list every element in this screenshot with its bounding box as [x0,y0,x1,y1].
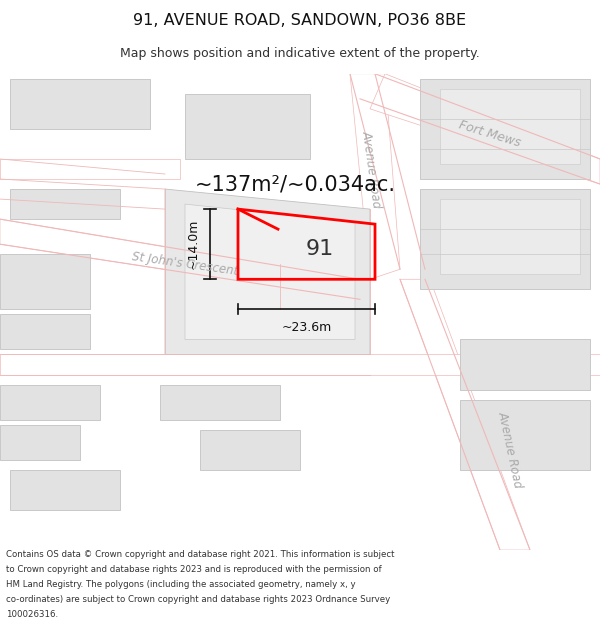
Polygon shape [440,199,580,274]
Text: ~137m²/~0.034ac.: ~137m²/~0.034ac. [194,174,395,194]
Polygon shape [350,74,400,279]
Text: Avenue Road: Avenue Road [496,410,524,489]
Polygon shape [0,219,360,299]
Text: Fort Mews: Fort Mews [457,118,523,149]
Polygon shape [0,254,90,309]
Text: Avenue Road: Avenue Road [360,129,384,209]
Polygon shape [0,314,90,349]
Polygon shape [10,189,120,219]
Polygon shape [185,94,310,159]
Polygon shape [10,79,150,129]
Text: ~14.0m: ~14.0m [187,219,200,269]
Polygon shape [0,384,100,419]
Polygon shape [420,189,590,289]
Polygon shape [420,79,590,179]
Polygon shape [200,429,300,470]
Polygon shape [0,159,180,179]
Text: 91: 91 [306,239,334,259]
Polygon shape [460,399,590,470]
Polygon shape [185,204,355,339]
Polygon shape [0,424,80,460]
Polygon shape [160,384,280,419]
Polygon shape [400,279,530,550]
Polygon shape [460,339,590,389]
Text: HM Land Registry. The polygons (including the associated geometry, namely x, y: HM Land Registry. The polygons (includin… [6,580,356,589]
Polygon shape [10,470,120,510]
Text: to Crown copyright and database rights 2023 and is reproduced with the permissio: to Crown copyright and database rights 2… [6,565,382,574]
Text: 91, AVENUE ROAD, SANDOWN, PO36 8BE: 91, AVENUE ROAD, SANDOWN, PO36 8BE [133,13,467,28]
Text: Map shows position and indicative extent of the property.: Map shows position and indicative extent… [120,47,480,59]
Polygon shape [165,189,370,354]
Polygon shape [0,354,600,374]
Text: co-ordinates) are subject to Crown copyright and database rights 2023 Ordnance S: co-ordinates) are subject to Crown copyr… [6,595,390,604]
Text: 100026316.: 100026316. [6,611,58,619]
Text: Contains OS data © Crown copyright and database right 2021. This information is : Contains OS data © Crown copyright and d… [6,550,395,559]
Polygon shape [370,74,600,184]
Text: ~23.6m: ~23.6m [281,321,332,334]
Text: St John's Crescent: St John's Crescent [131,251,239,278]
Polygon shape [440,89,580,164]
